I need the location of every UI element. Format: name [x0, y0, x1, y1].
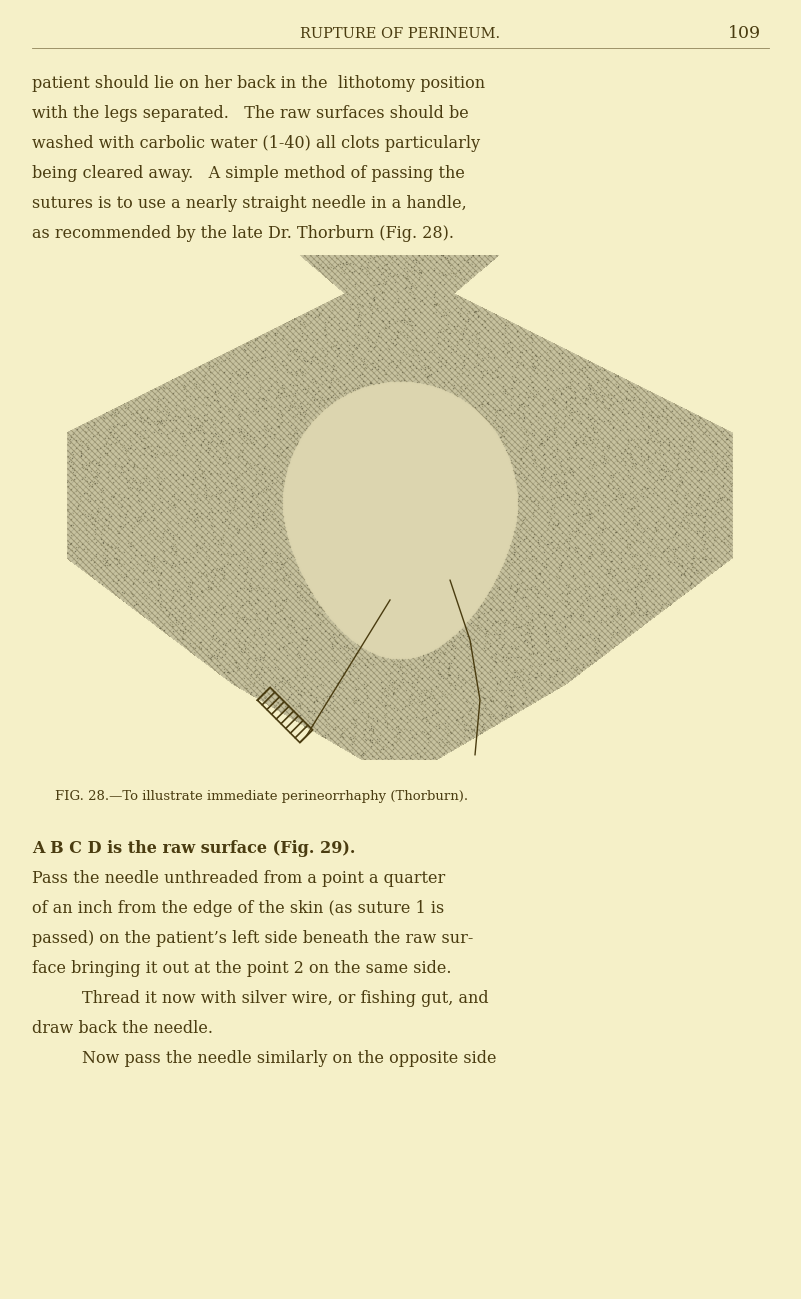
Text: sutures is to use a nearly straight needle in a handle,: sutures is to use a nearly straight need… [32, 195, 467, 212]
Text: of an inch from the edge of the skin (as suture 1 is: of an inch from the edge of the skin (as… [32, 900, 445, 917]
Text: washed with carbolic water (1-40) all clots particularly: washed with carbolic water (1-40) all cl… [32, 135, 480, 152]
Text: A B C D is the raw surface (Fig. 29).: A B C D is the raw surface (Fig. 29). [32, 840, 356, 857]
Text: Thread it now with silver wire, or fishing gut, and: Thread it now with silver wire, or fishi… [82, 990, 489, 1007]
Text: 109: 109 [728, 25, 761, 42]
Text: FIG. 28.—To illustrate immediate perineorrhaphy (Thorburn).: FIG. 28.—To illustrate immediate perineo… [55, 790, 468, 803]
Text: Now pass the needle similarly on the opposite side: Now pass the needle similarly on the opp… [82, 1050, 497, 1066]
Text: patient should lie on her back in the  lithotomy position: patient should lie on her back in the li… [32, 75, 485, 92]
Text: passed) on the patient’s left side beneath the raw sur-: passed) on the patient’s left side benea… [32, 930, 473, 947]
Text: with the legs separated.   The raw surfaces should be: with the legs separated. The raw surface… [32, 105, 469, 122]
Text: draw back the needle.: draw back the needle. [32, 1020, 213, 1037]
Text: being cleared away.   A simple method of passing the: being cleared away. A simple method of p… [32, 165, 465, 182]
Text: as recommended by the late Dr. Thorburn (Fig. 28).: as recommended by the late Dr. Thorburn … [32, 225, 454, 242]
Text: Pass the needle unthreaded from a point a quarter: Pass the needle unthreaded from a point … [32, 870, 445, 887]
Text: RUPTURE OF PERINEUM.: RUPTURE OF PERINEUM. [300, 27, 501, 42]
Text: face bringing it out at the point 2 on the same side.: face bringing it out at the point 2 on t… [32, 960, 452, 977]
